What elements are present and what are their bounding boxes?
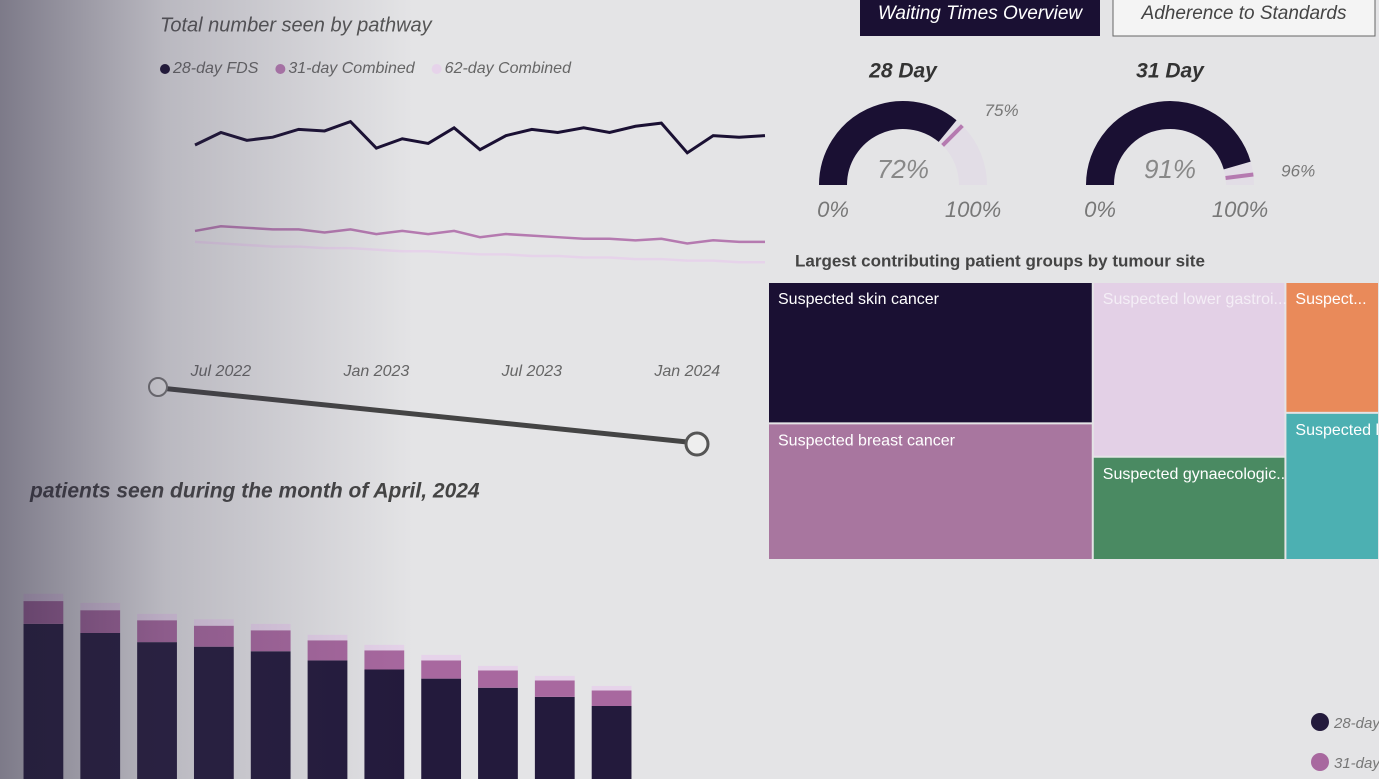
gauge-tick-label: 0% (1084, 197, 1116, 222)
x-tick-label: Jan 2023 (342, 363, 409, 380)
bar-segment (591, 690, 632, 706)
slider-handle[interactable] (684, 431, 710, 457)
bar-segment (534, 680, 575, 697)
series-line (194, 240, 765, 264)
x-tick-label: Jul 2022 (190, 363, 252, 380)
bar-segment (307, 660, 348, 779)
bar-segment (478, 665, 518, 671)
legend-marker (1311, 713, 1329, 731)
bar-segment (421, 654, 462, 661)
bar-segment (421, 660, 462, 679)
bar-segment (193, 646, 234, 779)
cell-label: Suspected skin cancer (778, 291, 940, 308)
cell-label: Suspected l... (1295, 422, 1379, 439)
bar-segment (193, 625, 234, 647)
gauge-value-label: 72% (877, 154, 929, 184)
bar-segment (307, 634, 348, 641)
legend-label: 28-day FDS (172, 60, 259, 77)
gauge-title: 28 Day (868, 60, 938, 83)
legend-label: 31-day Combined (288, 60, 415, 77)
cell-label: Suspected gynaecologic... (1103, 466, 1290, 483)
cell-label: Suspected lower gastroi... (1103, 291, 1287, 308)
gauge-tick-label: 100% (1212, 197, 1268, 222)
chart-title: Largest contributing patient groups by t… (795, 251, 1205, 270)
bar-segment (364, 644, 405, 651)
bar-segment (591, 706, 632, 779)
gauge-tick-label: 100% (945, 197, 1001, 222)
bar-segment (478, 687, 518, 779)
bar-segment (80, 602, 121, 611)
series-line (194, 224, 765, 245)
bar-segment (250, 623, 291, 631)
bar-segment (23, 601, 64, 624)
bar-segment (137, 642, 177, 779)
bar-segment (23, 593, 64, 602)
legend-marker (160, 64, 170, 74)
treemap-cell (1093, 283, 1285, 456)
legend-marker (431, 64, 442, 74)
bar-segment (250, 651, 291, 779)
legend-label: 31-day Combined (1334, 755, 1379, 772)
bar-segment (421, 678, 462, 779)
x-tick-label: Jul 2023 (501, 363, 563, 380)
bar-segment (534, 696, 575, 779)
bar-segment (534, 675, 575, 681)
series-line (194, 119, 766, 155)
bar-segment (364, 650, 405, 670)
bar-segment (478, 670, 518, 688)
legend-marker (275, 64, 286, 74)
legend-label: 28-day FDS (1333, 715, 1379, 732)
date-slider[interactable] (159, 385, 698, 446)
cell-label: Suspected breast cancer (778, 433, 956, 450)
bar-segment (193, 619, 234, 626)
legend-label: 62-day Combined (445, 60, 572, 77)
tab-label[interactable]: Waiting Times Overview (878, 3, 1084, 24)
bar-segment (307, 640, 348, 661)
bar-segment (23, 623, 64, 779)
bar-segment (137, 613, 177, 621)
target-label: 75% (985, 101, 1019, 120)
bar-segment (80, 610, 121, 633)
gauge-value-label: 91% (1144, 154, 1196, 184)
tab-label[interactable]: Adherence to Standards (1141, 3, 1347, 24)
bar-segment (80, 633, 121, 779)
cell-label: Suspect... (1295, 291, 1366, 308)
bar-segment (250, 630, 291, 652)
chart-title: Total number seen by pathway (160, 14, 433, 36)
bar-segment (364, 669, 405, 779)
slider-handle[interactable] (148, 377, 168, 397)
bar-segment (591, 685, 632, 691)
target-label: 96% (1281, 161, 1315, 180)
bar-segment (137, 620, 177, 643)
chart-title: patients seen during the month of April,… (29, 480, 480, 503)
gauge-tick-label: 0% (817, 197, 849, 222)
x-tick-label: Jan 2024 (653, 363, 720, 380)
legend-marker (1311, 753, 1329, 771)
gauge-title: 31 Day (1136, 60, 1205, 83)
